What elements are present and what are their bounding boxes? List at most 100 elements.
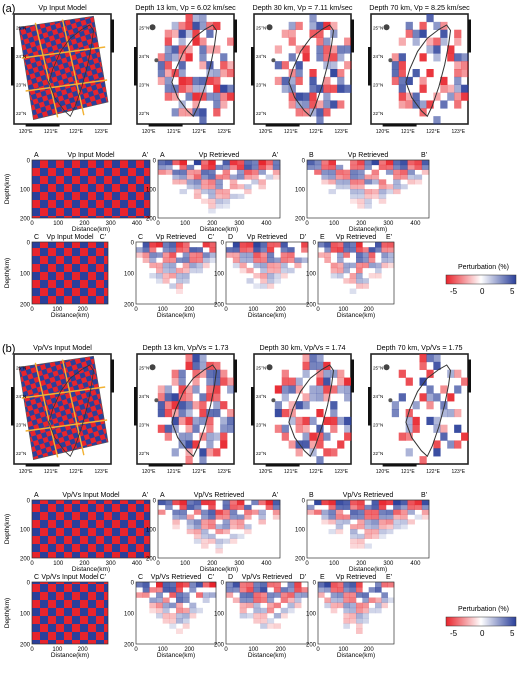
- b-section-cell: [169, 592, 177, 598]
- b-section-frame: [306, 499, 430, 559]
- b-section-distance-label: Distance(km): [200, 566, 238, 573]
- b-section-cell: [362, 613, 369, 619]
- b-section-cell: [280, 613, 288, 619]
- a-section-cell: [229, 179, 238, 185]
- b-section-cell: [229, 524, 238, 530]
- colorbar-a-bar: [445, 274, 517, 285]
- b-map-cell: [391, 401, 400, 410]
- b-section-cell: [349, 602, 357, 609]
- a-section-cell: [193, 184, 202, 190]
- b-section-depth-tick: 200: [214, 643, 225, 649]
- a-section-distance-label: Distance(km): [349, 226, 387, 233]
- a-section-right-label: B': [421, 152, 427, 159]
- a-map-cell: [274, 61, 283, 70]
- a-section-cell: [272, 160, 281, 166]
- a-section-distance-tick: 0: [224, 307, 228, 313]
- a-section-cell: [202, 262, 210, 269]
- a-section-cell: [260, 257, 268, 263]
- a-map-lon-tick: 122°E: [192, 129, 206, 135]
- a-section-cell: [244, 160, 252, 166]
- a-map-cell: [192, 84, 200, 93]
- a-section-cell: [307, 164, 315, 170]
- a-map-cell: [171, 92, 179, 101]
- a-map-cell: [295, 92, 303, 101]
- a-section-cell: [265, 164, 274, 170]
- a-section-distance-tick: 400: [132, 221, 143, 227]
- b-section-distance-tick: 200: [207, 561, 218, 567]
- a-section-depth-tick: 200: [124, 303, 135, 309]
- b-map-bar-bottom: [25, 464, 60, 467]
- b-map-cell: [206, 393, 214, 402]
- a-map-cell: [164, 92, 172, 101]
- a-section-depth-tick: 200: [146, 217, 157, 223]
- a-section-depth-tick: 100: [124, 272, 135, 278]
- a-map-cell: [281, 76, 289, 86]
- b-section-cell: [186, 514, 195, 520]
- b-map-cell: [178, 416, 186, 426]
- a-map-lon-tick: 121°E: [284, 129, 298, 135]
- b-map-cell: [302, 424, 310, 433]
- a-section-depth-tick: 100: [146, 188, 157, 194]
- b-map-bar-right: [111, 359, 114, 393]
- a-map-lat-tick: 23°N: [256, 83, 266, 88]
- b-section-distance-tick: 0: [316, 647, 320, 653]
- b-section-cell: [189, 582, 197, 588]
- b-map-title-3: Depth 70 km, Vp/Vs = 1.75: [376, 343, 462, 352]
- a-section-distance-label: Distance(km): [157, 312, 195, 319]
- b-map-cell: [192, 401, 200, 410]
- b-section-cell: [239, 607, 247, 614]
- b-section-cell: [378, 524, 387, 530]
- a-map-cell: [323, 53, 331, 62]
- b-map-cell: [164, 409, 172, 418]
- b-section-cell: [222, 500, 231, 506]
- b-map-cell: [461, 432, 469, 441]
- a-section-frame: [317, 241, 395, 305]
- a-map-cell: [405, 76, 413, 86]
- b-map-cell: [288, 440, 296, 449]
- a-section-cell: [232, 257, 240, 263]
- b-section-title: Vp/Vs Retrieved: [194, 492, 245, 499]
- a-section-cell: [246, 242, 254, 248]
- b-section-cell: [368, 597, 376, 603]
- b-section-left-label: A: [34, 492, 39, 499]
- a-section-distance-tick: 400: [410, 221, 421, 227]
- a-map-bar-right: [111, 19, 114, 53]
- a-section-cell: [162, 247, 170, 253]
- b-section-cell: [375, 582, 382, 588]
- a-section-cell: [364, 203, 372, 209]
- b-map-coastline-3: [405, 364, 452, 458]
- a-map-cell: [199, 14, 207, 23]
- b-map-cell: [185, 440, 193, 449]
- a-map-cell: [220, 92, 228, 101]
- b-section-right-label: D': [300, 574, 306, 581]
- a-map-cell: [309, 84, 317, 93]
- b-map-cell: [323, 361, 331, 371]
- b-section-cell: [193, 509, 202, 515]
- b-map-cell: [337, 369, 345, 378]
- a-section-cell: [267, 247, 275, 253]
- b-section-title: Vp/Vs Retrieved: [242, 574, 293, 581]
- a-section-cell: [172, 169, 180, 175]
- a-map-cell: [164, 84, 172, 93]
- b-section-cell: [186, 500, 195, 506]
- b-section-cell: [215, 514, 223, 520]
- b-section-cell: [362, 607, 369, 614]
- b-section-frame: [31, 581, 109, 645]
- b-section-cell: [162, 613, 170, 619]
- b-section-cell: [356, 587, 363, 593]
- a-section-cell: [321, 174, 329, 180]
- b-section-cell: [400, 500, 408, 506]
- a-section-right-label: C': [208, 234, 214, 241]
- b-map-cell: [185, 354, 193, 363]
- b-section-cell: [343, 597, 350, 603]
- a-section-cell: [335, 164, 344, 170]
- b-section-cell: [232, 587, 240, 593]
- b-section-cell: [414, 504, 423, 510]
- a-map-cell: [302, 92, 310, 101]
- b-section-cell: [179, 509, 188, 515]
- a-section-cell: [229, 160, 238, 166]
- b-section-depth-tick: 100: [20, 612, 31, 618]
- a-section-cell: [330, 267, 338, 274]
- a-section-cell: [357, 184, 365, 190]
